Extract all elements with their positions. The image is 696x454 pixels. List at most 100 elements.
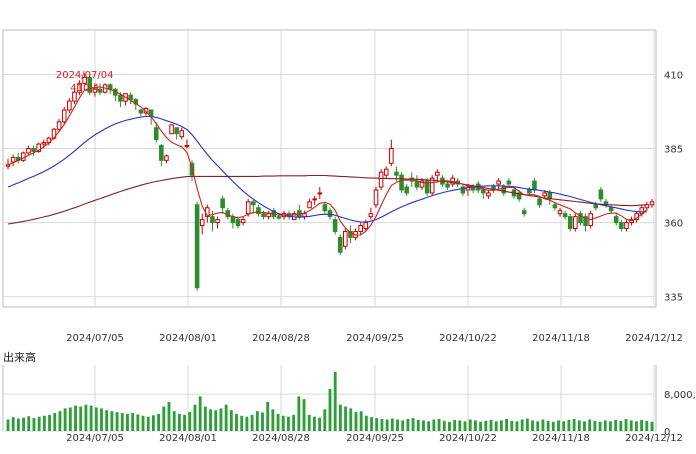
volume-bar (183, 414, 187, 431)
candle-body (368, 213, 374, 218)
volume-x-tick-label: 2024/07/05 (66, 433, 124, 444)
volume-bar (250, 414, 254, 431)
candle-body (378, 171, 384, 188)
candle-body (552, 204, 558, 209)
volume-x-tick-label: 2024/08/01 (159, 433, 217, 444)
candle-body (261, 213, 266, 218)
candle-body (5, 164, 11, 167)
candle-body (445, 183, 450, 188)
volume-bar (645, 420, 649, 431)
price-y-tick-label: 385 (664, 145, 683, 156)
candle-body (194, 204, 200, 289)
volume-bar (510, 420, 514, 431)
volume-bar (224, 404, 228, 431)
candle-body (179, 130, 185, 138)
candle-body (153, 127, 159, 141)
volume-bar (624, 419, 628, 431)
volume-bar (32, 418, 36, 431)
candle-body (593, 204, 599, 209)
candle-body (486, 192, 491, 197)
candle-body (624, 222, 629, 229)
candle-body (521, 210, 527, 215)
volume-bar (583, 421, 586, 431)
candle-body (373, 189, 379, 206)
candle-body (230, 216, 236, 224)
candle-body (256, 207, 261, 215)
volume-bar (58, 411, 62, 431)
candle-body (429, 177, 435, 194)
candle-body (537, 198, 542, 206)
volume-bar (629, 420, 633, 431)
candle-body (317, 192, 323, 195)
volume-bar (110, 411, 114, 431)
volume-bar (453, 419, 457, 431)
candle-body (72, 91, 77, 102)
candle-body (343, 230, 348, 247)
volume-bar (588, 419, 592, 431)
volume-bar (198, 396, 202, 431)
volume-bar (551, 421, 555, 431)
volume-bar (557, 420, 560, 431)
candle-body (164, 155, 169, 161)
candle-body (26, 148, 31, 154)
candle-body (419, 180, 425, 188)
volume-title: 出来高 (3, 351, 36, 364)
candle-body (36, 143, 41, 152)
candle-body (56, 121, 62, 130)
volume-bar (89, 405, 93, 431)
volume-bar (432, 419, 436, 431)
volume-bar (650, 421, 654, 431)
candle-body (404, 186, 409, 194)
volume-bar (94, 407, 98, 431)
candle-body (215, 219, 220, 224)
volume-y-tick-label: 0 (664, 427, 670, 438)
volume-bar (276, 413, 280, 431)
volume-bar (479, 421, 483, 431)
volume-bar (468, 419, 472, 431)
volume-bar (162, 406, 166, 431)
volume-bar (120, 413, 124, 431)
candle-body (87, 76, 93, 93)
candle-body (532, 180, 537, 191)
candle-body (327, 210, 333, 218)
volume-bar (422, 420, 425, 431)
candle-body (235, 219, 241, 227)
volume-bar (126, 413, 129, 431)
volume-bar (177, 413, 181, 431)
moving-average-mid-line (7, 115, 647, 223)
x-tick-label: 2024/11/18 (532, 333, 590, 344)
x-tick-label: 2024/08/28 (252, 333, 310, 344)
candle-body (61, 109, 67, 123)
volume-bar (427, 421, 431, 431)
volume-x-tick-label: 2024/12/12 (625, 433, 683, 444)
candle-body (143, 108, 149, 114)
price-y-tick-label: 410 (664, 70, 683, 81)
candle-body (174, 127, 179, 135)
candle-body (266, 213, 271, 218)
candle-body (307, 201, 312, 209)
candle-body (41, 142, 47, 145)
volume-bar (292, 414, 296, 431)
volume-bar (499, 420, 503, 431)
volume-bar (193, 404, 197, 431)
volume-bar (37, 416, 41, 431)
candle-body (251, 201, 256, 206)
candle-body (649, 201, 655, 206)
candle-body (148, 109, 154, 117)
candle-body (527, 189, 532, 194)
volume-bar (287, 416, 290, 431)
volume-bar (349, 408, 353, 431)
candle-body (220, 198, 225, 209)
volume-bar (146, 416, 150, 431)
volume-bar (562, 421, 566, 431)
volume-bar (53, 413, 57, 431)
volume-bar (338, 404, 342, 431)
candle-body (598, 189, 604, 200)
volume-bar (11, 417, 15, 431)
candle-body (82, 76, 87, 84)
volume-bar (489, 419, 493, 431)
volume-bar (473, 420, 477, 431)
volume-bar (151, 415, 155, 431)
volume-bar (245, 416, 249, 431)
